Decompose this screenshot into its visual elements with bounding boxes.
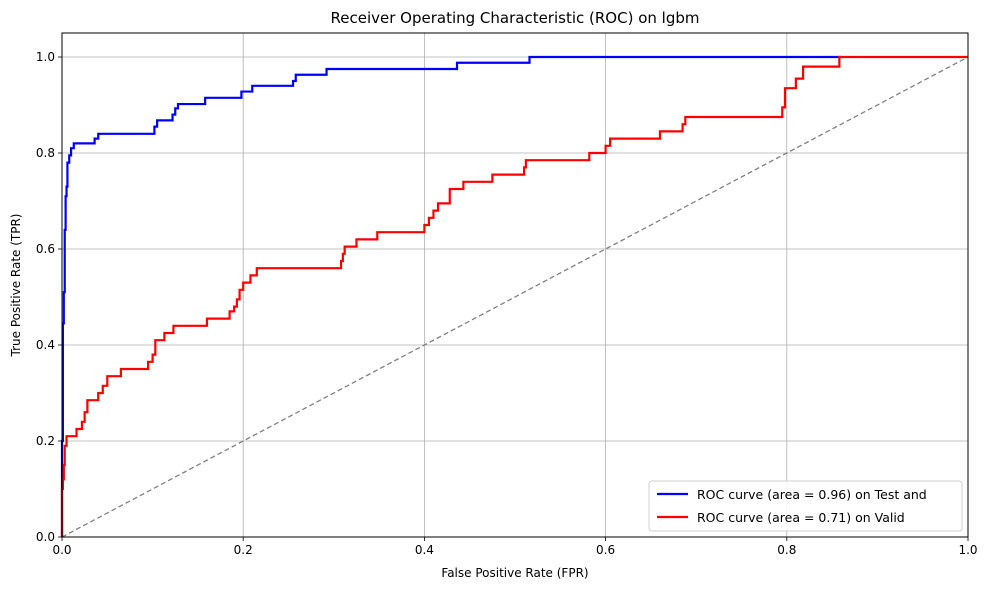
x-tick-label: 0.4 — [415, 543, 434, 557]
y-tick-label: 0.6 — [36, 242, 55, 256]
x-tick-label: 0.6 — [596, 543, 615, 557]
y-tick-label: 1.0 — [36, 50, 55, 64]
x-axis-title: False Positive Rate (FPR) — [441, 566, 588, 580]
plot-lines — [60, 55, 969, 538]
x-tick-label: 0.0 — [52, 543, 71, 557]
y-axis-title: True Positive Rate (TPR) — [9, 214, 23, 358]
legend-box — [648, 480, 963, 532]
chance-diagonal-line — [61, 56, 969, 538]
legend-label-test: ROC curve (area = 0.96) on Test and — [697, 487, 927, 502]
x-tick-label: 0.2 — [234, 543, 253, 557]
y-tick-label: 0.2 — [36, 434, 55, 448]
y-tick-label: 0.4 — [36, 338, 55, 352]
roc-line-test — [60, 55, 842, 537]
chart-title: Receiver Operating Characteristic (ROC) … — [331, 9, 700, 27]
y-tick-label: 0.0 — [36, 530, 55, 544]
x-tick-label: 0.8 — [777, 543, 796, 557]
ticks: 0.0 0.2 0.4 0.6 0.8 1.0 0.0 0.2 0.4 0.6 0.8 1.0 — [36, 50, 978, 557]
legend: ROC curve (area = 0.96) on Test and ROC … — [648, 480, 963, 532]
roc-line-valid — [60, 55, 968, 537]
legend-label-valid: ROC curve (area = 0.71) on Valid — [697, 510, 905, 525]
x-tick-label: 1.0 — [958, 543, 977, 557]
plot-frame — [61, 32, 969, 538]
y-tick-label: 0.8 — [36, 146, 55, 160]
